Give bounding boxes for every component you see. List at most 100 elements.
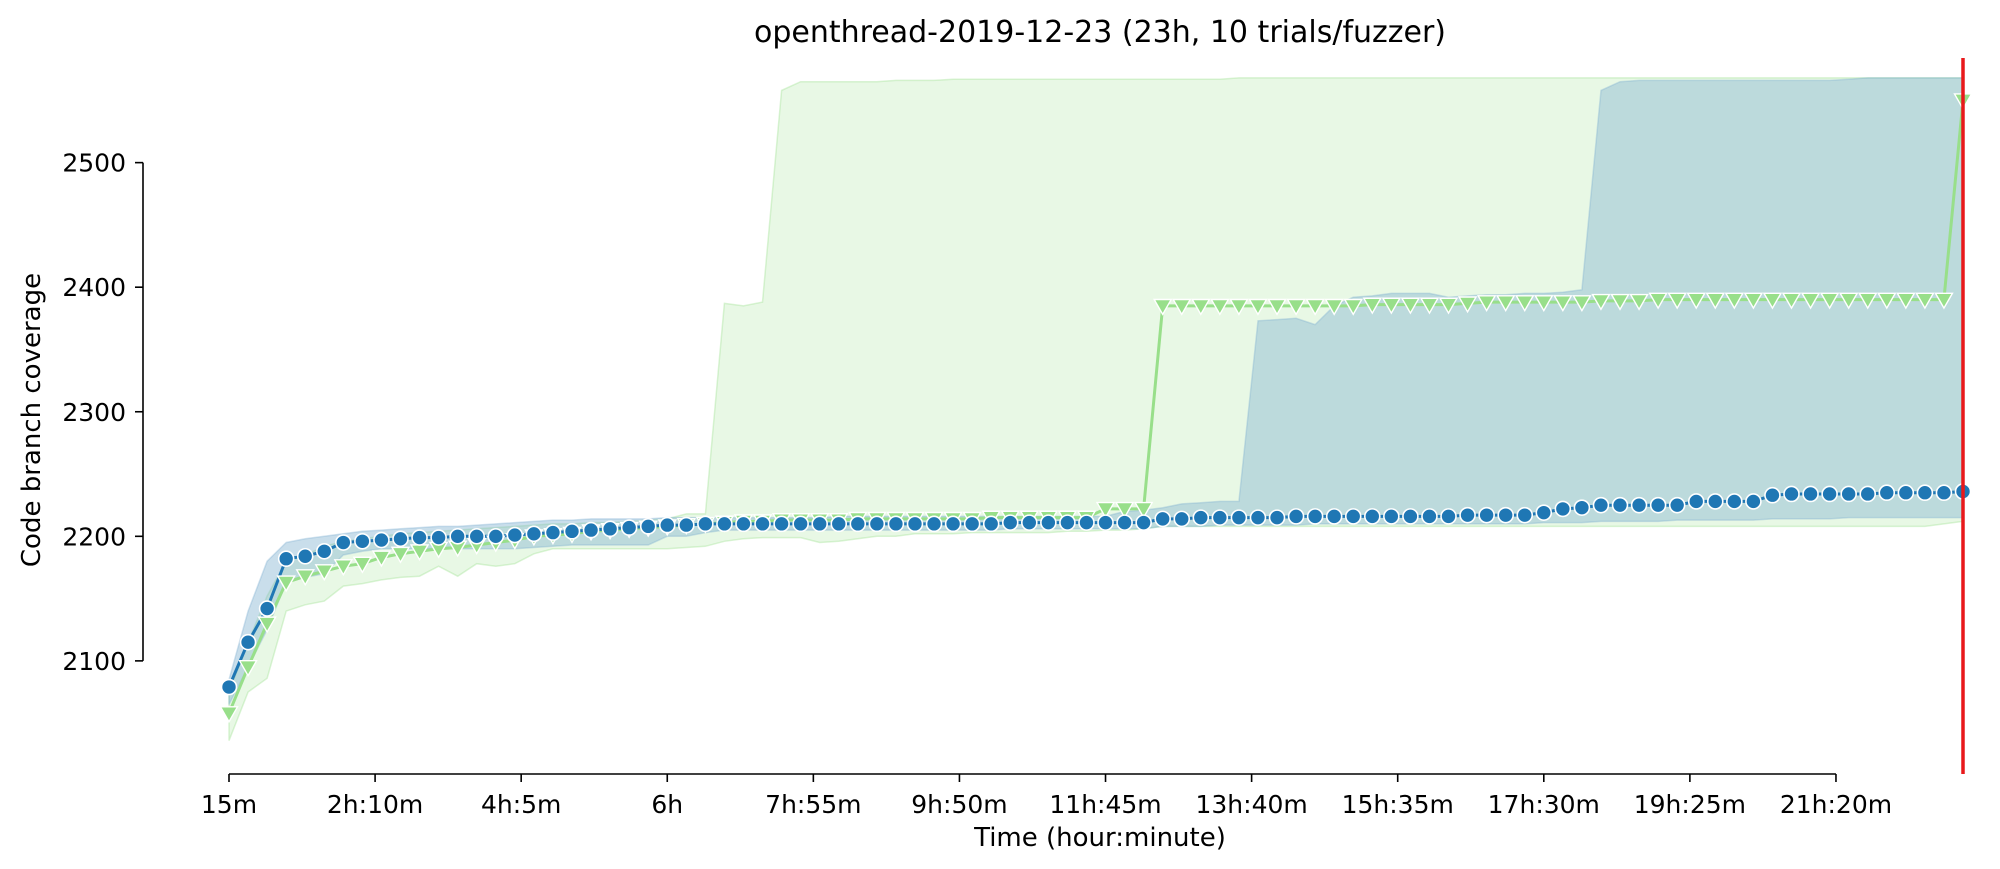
series-2-point (1155, 511, 1170, 526)
series-2-point (1022, 515, 1037, 530)
series-2-point (869, 516, 884, 531)
series-2-point (1517, 508, 1532, 523)
chart-title: openthread-2019-12-23 (23h, 10 trials/fu… (754, 15, 1446, 50)
series-2-point (660, 518, 675, 533)
series-2-point (1117, 515, 1132, 530)
series-2-point (412, 530, 427, 545)
series-2-point (507, 528, 522, 543)
series-2-point (1441, 509, 1456, 524)
series-2-point (774, 516, 789, 531)
series-2-point (1327, 509, 1342, 524)
series-2-point (1079, 515, 1094, 530)
x-tick-label: 7h:55m (765, 790, 861, 819)
series-2-point (564, 524, 579, 539)
x-tick-label: 15h:35m (1342, 790, 1454, 819)
series-2-point (698, 516, 713, 531)
series-2-point (222, 680, 237, 695)
series-2-point (1632, 498, 1647, 513)
series-2-point (488, 529, 503, 544)
x-ticks: 15m 2h:10m 4h:5m 6h 7h:55m 9h:50m 11h:45m 13h:4… (201, 774, 1892, 819)
x-tick-label: 13h:40m (1195, 790, 1307, 819)
series-2-point (965, 516, 980, 531)
series-2-point (260, 601, 275, 616)
series-2-point (1231, 510, 1246, 525)
series-2-point (1841, 486, 1856, 501)
y-tick-label: 2200 (62, 522, 126, 551)
series-2-point (1289, 509, 1304, 524)
y-tick-label: 2300 (62, 398, 126, 427)
x-tick-label: 11h:45m (1049, 790, 1161, 819)
series-2-point (469, 529, 484, 544)
series-2-point (1136, 515, 1151, 530)
series-2-point (907, 516, 922, 531)
series-2-point (317, 544, 332, 559)
series-2-point (1803, 486, 1818, 501)
y-tick-label: 2500 (62, 149, 126, 178)
series-2-point (1727, 494, 1742, 509)
confidence-bands (229, 78, 1963, 741)
x-tick-label: 6h (651, 790, 683, 819)
x-tick-label: 19h:25m (1634, 790, 1746, 819)
series-2-point (1860, 486, 1875, 501)
series-2-point (1270, 510, 1285, 525)
series-2-point (241, 635, 256, 650)
series-2-point (1898, 485, 1913, 500)
series-2-point (1041, 515, 1056, 530)
series-2-point (1746, 494, 1761, 509)
series-2-point (450, 529, 465, 544)
series-2-point (1784, 486, 1799, 501)
series-2-point (984, 516, 999, 531)
series-2-point (1193, 510, 1208, 525)
x-tick-label: 9h:50m (911, 790, 1007, 819)
series-2-point (1365, 509, 1380, 524)
series-2-point (1822, 486, 1837, 501)
x-tick-label: 17h:30m (1488, 790, 1600, 819)
series-2-point (927, 516, 942, 531)
series-2-point (1384, 509, 1399, 524)
y-tick-label: 2400 (62, 273, 126, 302)
series-2-point (431, 530, 446, 545)
series-2-point (717, 516, 732, 531)
series-2-point (279, 551, 294, 566)
series-2-point (526, 526, 541, 541)
x-tick-label: 21h:20m (1780, 790, 1892, 819)
series-2-point (1936, 485, 1951, 500)
series-2-point (622, 520, 637, 535)
y-tick-label: 2100 (62, 647, 126, 676)
series-2-point (1460, 508, 1475, 523)
series-2-point (1613, 498, 1628, 513)
series-2-point (336, 535, 351, 550)
series-2-point (1060, 515, 1075, 530)
series-2-point (1536, 505, 1551, 520)
series-2-point (1651, 498, 1666, 513)
y-axis-label: Code branch coverage (17, 273, 47, 567)
series-2-point (1174, 511, 1189, 526)
series-2-point (793, 516, 808, 531)
series-2-point (1479, 508, 1494, 523)
series-2-point (1212, 510, 1227, 525)
series-2-point (1098, 515, 1113, 530)
x-tick-label: 4h:5m (481, 790, 561, 819)
y-ticks: 2100 2200 2300 2400 2500 (62, 149, 143, 676)
series-2-point (1250, 510, 1265, 525)
series-2-point (755, 516, 770, 531)
series-2-point (1346, 509, 1361, 524)
series-2-point (374, 533, 389, 548)
series-2-point (1708, 494, 1723, 509)
series-2-point (1555, 501, 1570, 516)
series-2-point (355, 534, 370, 549)
series-2-point (584, 523, 599, 538)
series-2-point (1593, 498, 1608, 513)
series-2-point (1308, 509, 1323, 524)
series-2-point (1765, 488, 1780, 503)
series-2-point (1422, 509, 1437, 524)
x-tick-label: 15m (201, 790, 257, 819)
series-2-point (679, 518, 694, 533)
series-2-point (736, 516, 751, 531)
series-2-point (888, 516, 903, 531)
series-2-point (298, 549, 313, 564)
series-2-point (1574, 500, 1589, 515)
series-2-point (831, 516, 846, 531)
x-tick-label: 2h:10m (327, 790, 423, 819)
series-2-point (850, 516, 865, 531)
